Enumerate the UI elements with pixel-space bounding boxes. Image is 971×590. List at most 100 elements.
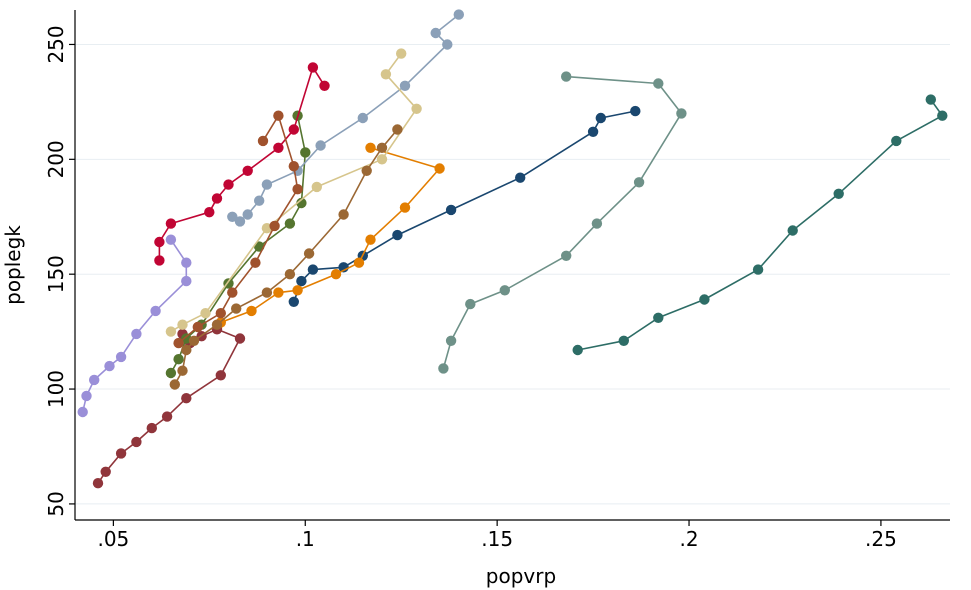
data-point <box>300 147 311 158</box>
data-point <box>261 287 273 298</box>
data-point <box>411 103 422 115</box>
data-point <box>292 184 303 195</box>
data-point <box>177 319 188 330</box>
data-point <box>215 370 226 381</box>
series-navy <box>288 105 641 307</box>
data-point <box>131 328 142 340</box>
data-point <box>307 62 319 73</box>
data-point <box>273 110 284 121</box>
series-teal-dark <box>572 94 948 356</box>
data-point <box>361 165 372 176</box>
data-point <box>445 335 457 346</box>
series-line-dark-orange <box>220 147 441 324</box>
data-point <box>618 335 629 346</box>
data-point <box>752 264 764 275</box>
data-point <box>154 255 165 266</box>
series-dark-orange <box>215 142 445 328</box>
data-point <box>499 285 510 296</box>
y-tick-label: 50 <box>44 491 68 516</box>
grid-layer <box>75 43 950 505</box>
data-point <box>630 105 641 117</box>
data-point <box>89 374 100 386</box>
data-point <box>227 211 238 222</box>
x-tick-label: .2 <box>679 527 698 551</box>
data-point <box>150 305 161 317</box>
data-point <box>269 220 280 232</box>
data-point <box>515 172 526 183</box>
series-orchid-brown <box>173 110 303 349</box>
axes-layer <box>74 10 950 521</box>
data-point <box>211 193 223 204</box>
data-point <box>353 257 365 268</box>
series-khaki <box>165 48 422 337</box>
series-sienna <box>169 124 403 390</box>
x-tick-label: .25 <box>865 527 897 551</box>
data-point <box>591 218 603 229</box>
series-sea-green <box>438 71 687 374</box>
data-point <box>231 303 242 314</box>
data-point <box>438 363 449 374</box>
data-point <box>699 294 710 305</box>
data-point <box>165 234 177 245</box>
data-point <box>177 365 188 376</box>
data-point <box>284 269 296 280</box>
data-point <box>296 275 307 287</box>
series-line-orchid-brown <box>178 114 299 344</box>
data-point <box>319 80 330 92</box>
data-point <box>572 344 583 356</box>
data-point <box>188 335 200 346</box>
data-point <box>338 209 349 220</box>
data-point <box>211 319 223 330</box>
data-point <box>376 142 388 153</box>
data-point <box>242 165 253 176</box>
data-point <box>787 225 798 236</box>
data-point <box>676 108 687 119</box>
data-point <box>587 126 599 137</box>
data-point <box>307 264 319 275</box>
data-point <box>169 379 180 390</box>
data-point <box>246 305 257 317</box>
data-point <box>330 269 342 280</box>
data-point <box>891 135 902 147</box>
data-point <box>633 177 645 188</box>
data-point <box>242 209 253 220</box>
data-point <box>173 354 184 365</box>
y-tick-label: 100 <box>44 370 68 408</box>
data-point <box>254 195 265 206</box>
data-point <box>288 124 299 135</box>
data-point <box>392 124 403 135</box>
data-point <box>430 27 441 39</box>
data-point <box>392 229 403 241</box>
data-point <box>227 287 238 298</box>
series-line-cranberry <box>158 66 326 261</box>
y-tick-label: 150 <box>44 255 68 293</box>
data-point <box>100 466 111 477</box>
data-point <box>937 110 948 121</box>
series-line-blue-gray <box>231 13 460 223</box>
data-point <box>261 179 273 190</box>
data-point <box>396 48 407 59</box>
data-point <box>115 448 127 459</box>
data-point <box>376 154 388 165</box>
series-cranberry <box>154 62 330 266</box>
data-point <box>273 287 284 298</box>
data-point <box>292 285 303 296</box>
series-layer <box>77 9 948 489</box>
data-point <box>173 337 184 349</box>
data-point <box>257 135 269 147</box>
data-point <box>146 422 157 434</box>
data-point <box>357 112 368 124</box>
series-line-lavender <box>81 239 188 413</box>
data-point <box>165 218 177 229</box>
data-point <box>288 161 299 172</box>
data-point <box>181 344 192 356</box>
data-point <box>104 360 115 372</box>
data-point <box>465 298 476 310</box>
data-point <box>77 406 88 418</box>
x-axis-title: popvrp <box>486 564 556 588</box>
data-point <box>181 393 192 404</box>
data-point <box>365 142 376 153</box>
y-tick-label: 200 <box>44 140 68 178</box>
x-tick-label: .05 <box>97 527 129 551</box>
